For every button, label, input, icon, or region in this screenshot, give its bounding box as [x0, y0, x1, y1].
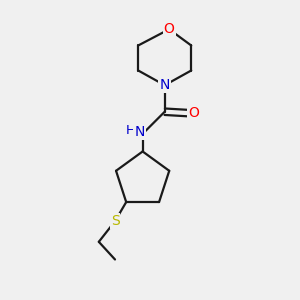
Text: N: N [160, 78, 170, 92]
Text: S: S [111, 214, 119, 228]
Text: O: O [164, 22, 175, 36]
Text: N: N [134, 125, 145, 139]
Text: O: O [188, 106, 199, 120]
Text: H: H [125, 124, 135, 137]
